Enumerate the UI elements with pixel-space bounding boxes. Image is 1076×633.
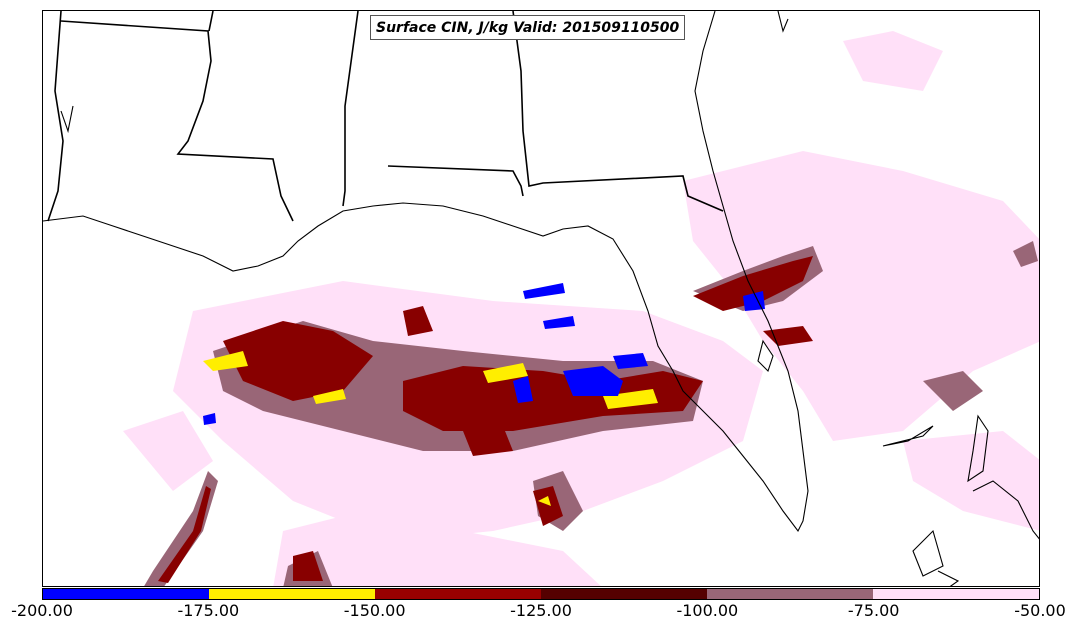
cin-field-yellow xyxy=(203,351,658,506)
coastline xyxy=(43,11,1039,586)
colorbar-bin-4 xyxy=(707,589,873,599)
colorbar-tick-label: -50.00 xyxy=(1014,601,1066,620)
colorbar-tick-label: -125.00 xyxy=(510,601,572,620)
colorbar-tick-label: -200.00 xyxy=(11,601,73,620)
colorbar-tick-label: -175.00 xyxy=(177,601,240,620)
colorbar-bin-2 xyxy=(375,589,541,599)
colorbar xyxy=(42,588,1040,600)
colorbar-bin-5 xyxy=(873,589,1039,599)
map-panel xyxy=(42,10,1040,587)
colorbar-tick-label: -100.00 xyxy=(676,601,739,620)
colorbar-bin-3 xyxy=(541,589,707,599)
colorbar-bin-0 xyxy=(43,589,209,599)
map-title: Surface CIN, J/kg Valid: 201509110500 xyxy=(370,15,686,40)
cin-field-light-pink xyxy=(123,31,1039,586)
cin-field-blue xyxy=(203,283,765,425)
colorbar-bin-1 xyxy=(209,589,375,599)
colorbar-tick-label: -150.00 xyxy=(343,601,406,620)
cin-field-dark-red xyxy=(158,256,813,583)
map-canvas xyxy=(43,11,1039,586)
colorbar-tick-label: -75.00 xyxy=(847,601,900,620)
state-borders xyxy=(47,11,724,222)
